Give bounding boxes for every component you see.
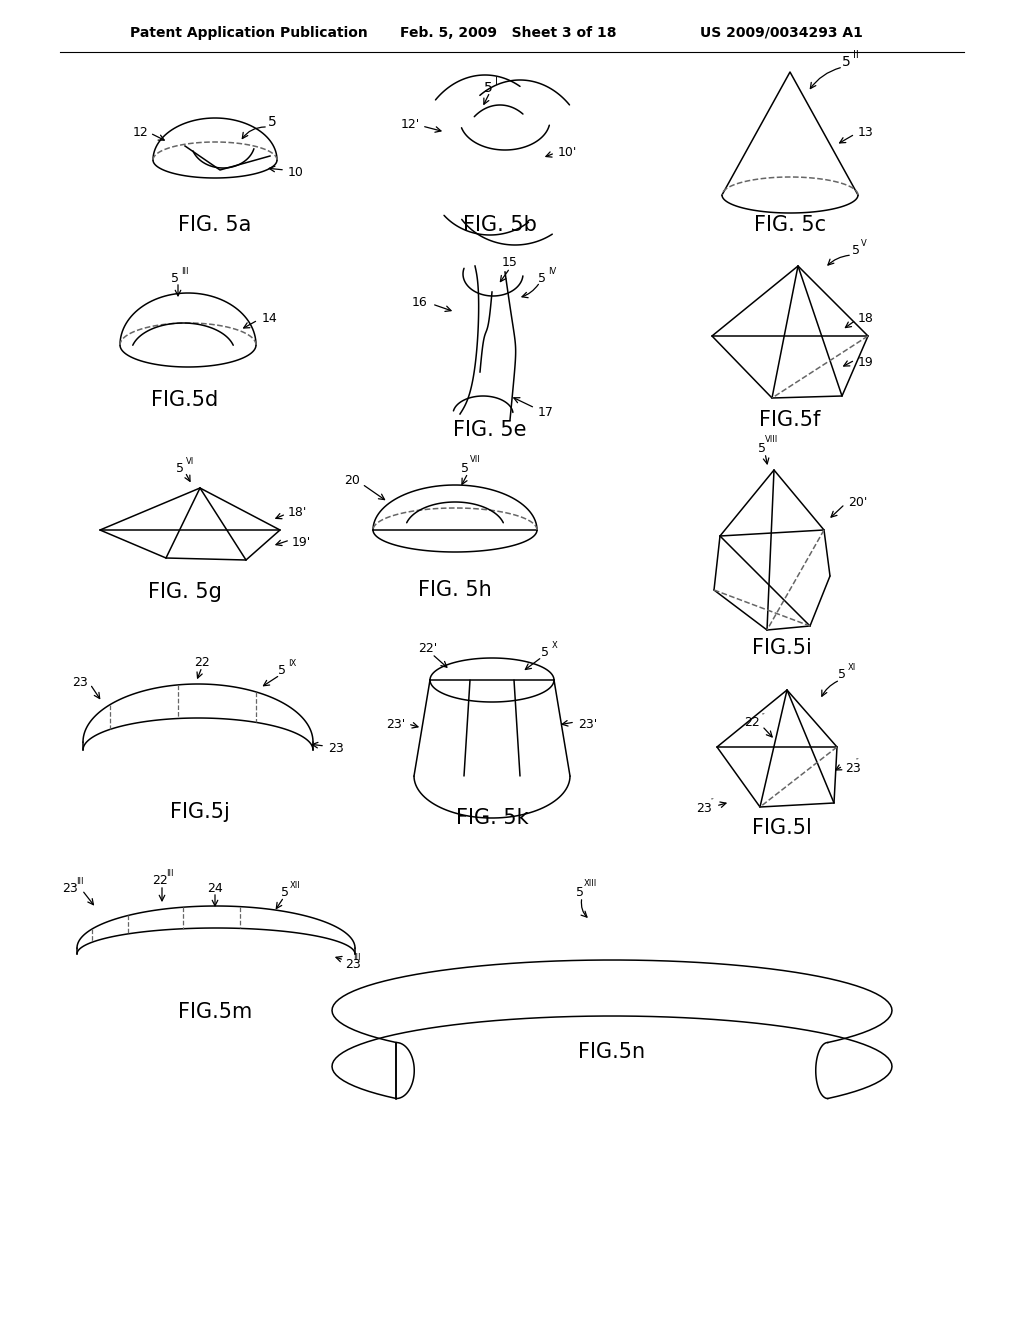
Text: 5: 5 (267, 115, 276, 129)
Text: 23: 23 (73, 676, 88, 689)
Text: XI: XI (848, 664, 856, 672)
Text: 19: 19 (858, 355, 873, 368)
Text: 5: 5 (176, 462, 184, 474)
Text: 5: 5 (171, 272, 179, 285)
Text: FIG. 5h: FIG. 5h (418, 579, 492, 601)
Text: US 2009/0034293 A1: US 2009/0034293 A1 (700, 26, 863, 40)
Text: 18': 18' (288, 506, 307, 519)
Text: 5: 5 (575, 886, 584, 899)
Text: III: III (166, 869, 174, 878)
Text: FIG. 5e: FIG. 5e (454, 420, 526, 440)
Text: ′′: ′′ (711, 797, 715, 807)
Text: 23': 23' (386, 718, 406, 730)
Text: 10: 10 (288, 165, 304, 178)
Text: 24: 24 (207, 882, 223, 895)
Text: VII: VII (470, 455, 480, 465)
Text: 22: 22 (195, 656, 210, 668)
Text: FIG. 5b: FIG. 5b (463, 215, 537, 235)
Text: 22: 22 (153, 874, 168, 887)
Text: 23': 23' (578, 718, 597, 730)
Text: I: I (495, 77, 498, 87)
Text: Feb. 5, 2009   Sheet 3 of 18: Feb. 5, 2009 Sheet 3 of 18 (400, 26, 616, 40)
Text: 16: 16 (412, 296, 428, 309)
Text: FIG.5m: FIG.5m (178, 1002, 252, 1022)
Text: 10': 10' (558, 147, 578, 160)
Text: 14: 14 (262, 312, 278, 325)
Text: ′′: ′′ (856, 758, 860, 767)
Text: FIG.5n: FIG.5n (579, 1041, 645, 1063)
Text: III: III (353, 953, 360, 961)
Text: FIG. 5g: FIG. 5g (148, 582, 222, 602)
Text: 18: 18 (858, 312, 873, 325)
Text: FIG.5l: FIG.5l (752, 818, 812, 838)
Text: VI: VI (186, 458, 195, 466)
Text: 5: 5 (278, 664, 286, 676)
Text: IX: IX (288, 659, 296, 668)
Text: V: V (861, 239, 867, 248)
Text: Patent Application Publication: Patent Application Publication (130, 26, 368, 40)
Text: 5: 5 (541, 645, 549, 659)
Text: 13: 13 (858, 125, 873, 139)
Text: XIII: XIII (584, 879, 597, 888)
Text: 5: 5 (461, 462, 469, 474)
Text: 19': 19' (292, 536, 311, 549)
Text: 23: 23 (345, 957, 360, 970)
Text: FIG. 5k: FIG. 5k (456, 808, 528, 828)
Text: FIG. 5a: FIG. 5a (178, 215, 252, 235)
Text: 23: 23 (328, 742, 344, 755)
Text: 5: 5 (538, 272, 546, 285)
Text: XII: XII (290, 880, 300, 890)
Text: 15: 15 (502, 256, 518, 268)
Text: 23: 23 (62, 882, 78, 895)
Text: ′′: ′′ (762, 713, 766, 722)
Text: 5: 5 (842, 55, 850, 69)
Text: 23: 23 (845, 762, 861, 775)
Text: FIG.5i: FIG.5i (752, 638, 812, 657)
Text: 5: 5 (758, 441, 766, 454)
Text: FIG.5d: FIG.5d (152, 389, 219, 411)
Text: 5: 5 (483, 81, 493, 95)
Text: 22: 22 (744, 715, 760, 729)
Text: VIII: VIII (765, 436, 778, 445)
Text: 20': 20' (848, 495, 867, 508)
Text: II: II (853, 50, 859, 59)
Text: 17: 17 (538, 405, 554, 418)
Text: FIG.5j: FIG.5j (170, 803, 230, 822)
Text: 23: 23 (696, 801, 712, 814)
Text: 5: 5 (281, 886, 289, 899)
Text: FIG.5f: FIG.5f (760, 411, 820, 430)
Text: 5: 5 (838, 668, 846, 681)
Text: 5: 5 (852, 243, 860, 256)
Text: FIG. 5c: FIG. 5c (754, 215, 826, 235)
Text: X: X (552, 640, 558, 649)
Text: 22': 22' (419, 642, 437, 655)
Text: 20: 20 (344, 474, 360, 487)
Text: 12: 12 (132, 127, 148, 140)
Text: III: III (76, 878, 84, 887)
Text: 12': 12' (400, 117, 420, 131)
Text: IV: IV (548, 267, 556, 276)
Text: III: III (181, 268, 188, 276)
